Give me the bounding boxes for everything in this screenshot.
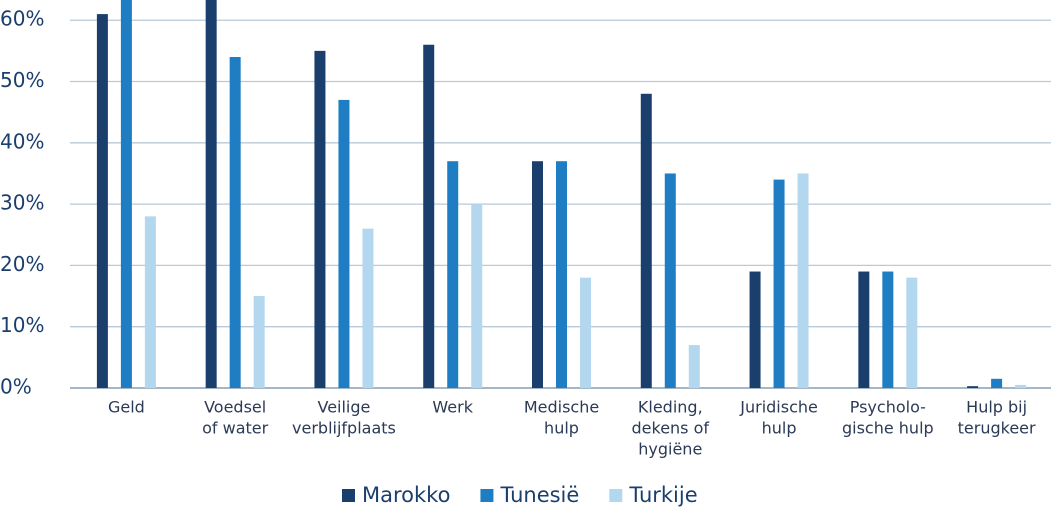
y-tick-label: 30% (0, 191, 44, 215)
y-tick-label: 50% (0, 68, 44, 92)
x-tick-label: Hulp bij (966, 398, 1027, 417)
bar (229, 57, 241, 389)
bars (96, 0, 1027, 389)
x-tick-label: Juridische (739, 398, 818, 417)
y-tick-label: 40% (0, 129, 44, 153)
x-tick-label: Werk (432, 398, 473, 417)
bar (205, 0, 217, 389)
x-tick-label: hulp (544, 419, 579, 438)
legend-swatch (609, 489, 623, 502)
bar (688, 345, 700, 388)
y-tick-label: 10% (0, 313, 44, 337)
bar (144, 216, 156, 388)
x-tick-label: gische hulp (842, 419, 934, 438)
legend-label: Marokko (362, 483, 450, 507)
x-tick-label: of water (202, 419, 269, 438)
bar (640, 93, 652, 389)
bar (120, 0, 132, 389)
bar (471, 204, 483, 388)
bar (1015, 384, 1027, 388)
bar (556, 161, 567, 388)
bar (858, 271, 870, 388)
bar (882, 271, 894, 388)
y-tick-label: 60% (0, 7, 44, 31)
legend-swatch (342, 489, 355, 502)
legend-swatch (480, 489, 494, 502)
x-tick-label: Medische (524, 398, 599, 417)
x-tick-label: hygiëne (638, 440, 702, 459)
bar (773, 179, 785, 388)
x-tick-label: Veilige (317, 398, 370, 417)
x-tick-label: verblijfplaats (292, 419, 396, 438)
y-tick-label: 0% (0, 375, 32, 399)
bar (96, 14, 108, 388)
bar (967, 386, 979, 388)
x-tick-label: Voedsel (204, 398, 266, 417)
bar (749, 271, 761, 388)
legend-label: Tunesië (499, 483, 579, 507)
x-tick-label: Kleding, (638, 398, 703, 417)
bar (797, 173, 809, 388)
bar (314, 50, 326, 389)
x-tick-label: dekens of (632, 419, 710, 438)
bar (253, 296, 265, 388)
bar (991, 378, 1003, 388)
bar (362, 228, 374, 388)
bar (532, 161, 543, 388)
bar (447, 161, 459, 388)
bar (423, 44, 435, 388)
bar (664, 173, 676, 388)
x-tick-label: Geld (108, 398, 145, 417)
bar (906, 277, 918, 388)
x-tick-label: hulp (762, 419, 797, 438)
bar (338, 99, 350, 388)
bar (580, 277, 591, 388)
legend-label: Turkije (628, 483, 697, 507)
y-tick-label: 20% (0, 252, 44, 276)
x-tick-label: Psycholo- (850, 398, 926, 417)
labels: 0% 10% 20% 30% 40% 50% 60% Geld Voedsel of water V… (0, 7, 1036, 507)
x-tick-label: terugkeer (958, 419, 1036, 438)
